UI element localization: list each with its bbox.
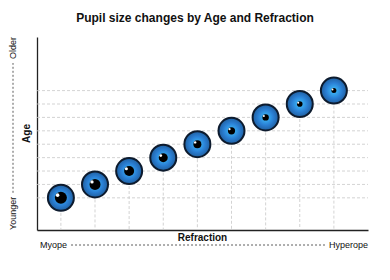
annotation: Hyperope: [329, 240, 368, 250]
highlight: [90, 180, 93, 183]
iris: [287, 91, 313, 117]
x-axis-title: Refraction: [178, 232, 227, 243]
axis-line: [38, 230, 369, 231]
pupil: [297, 101, 303, 107]
guide-line-v: [299, 104, 300, 230]
connector: [13, 63, 14, 193]
iris: [321, 78, 347, 104]
y-axis: [37, 38, 38, 231]
eye: [184, 131, 210, 157]
pupil: [90, 179, 101, 190]
pupil: [262, 114, 268, 120]
highlight: [56, 193, 60, 197]
eye: [287, 91, 313, 117]
guide-line-h: [37, 171, 368, 172]
iris: [82, 171, 108, 197]
y-axis-title: Age: [21, 124, 32, 143]
pupil: [159, 153, 168, 162]
highlight: [263, 115, 265, 117]
guide-line-h: [37, 157, 368, 158]
x-axis: [38, 230, 369, 231]
guide-line-h: [37, 197, 368, 198]
pupil: [331, 88, 336, 93]
guide-line-v: [333, 91, 334, 230]
iris: [253, 104, 279, 130]
eye: [321, 78, 347, 104]
connector: [71, 245, 325, 246]
guide-line-h: [37, 130, 368, 131]
guide-line-h: [37, 104, 368, 105]
guide-line-h: [37, 90, 368, 91]
iris: [184, 131, 210, 157]
eye: [150, 145, 176, 171]
annotation: Younger: [8, 197, 18, 230]
pupil: [55, 192, 67, 204]
eye: [116, 158, 142, 184]
pupil: [193, 140, 201, 148]
highlight: [228, 128, 230, 130]
annotation: Older: [8, 37, 18, 59]
plot-area: [37, 78, 368, 230]
eye: [253, 104, 279, 130]
guide-line-h: [37, 117, 368, 118]
guide-line-v: [265, 117, 266, 230]
pupil: [124, 166, 134, 176]
highlight: [297, 102, 299, 104]
iris: [150, 145, 176, 171]
highlight: [159, 154, 162, 157]
iris: [219, 118, 245, 144]
pupil: [228, 127, 235, 134]
highlight: [332, 88, 334, 90]
highlight: [125, 167, 128, 170]
eye: [219, 118, 245, 144]
axis-line: [37, 38, 38, 231]
eye: [48, 185, 74, 211]
highlight: [194, 141, 196, 143]
eye: [82, 171, 108, 197]
iris: [116, 158, 142, 184]
iris: [48, 185, 74, 211]
guide-line-v: [231, 131, 232, 230]
annotation: Myope: [40, 240, 67, 250]
title: Pupil size changes by Age and Refraction: [76, 11, 314, 25]
